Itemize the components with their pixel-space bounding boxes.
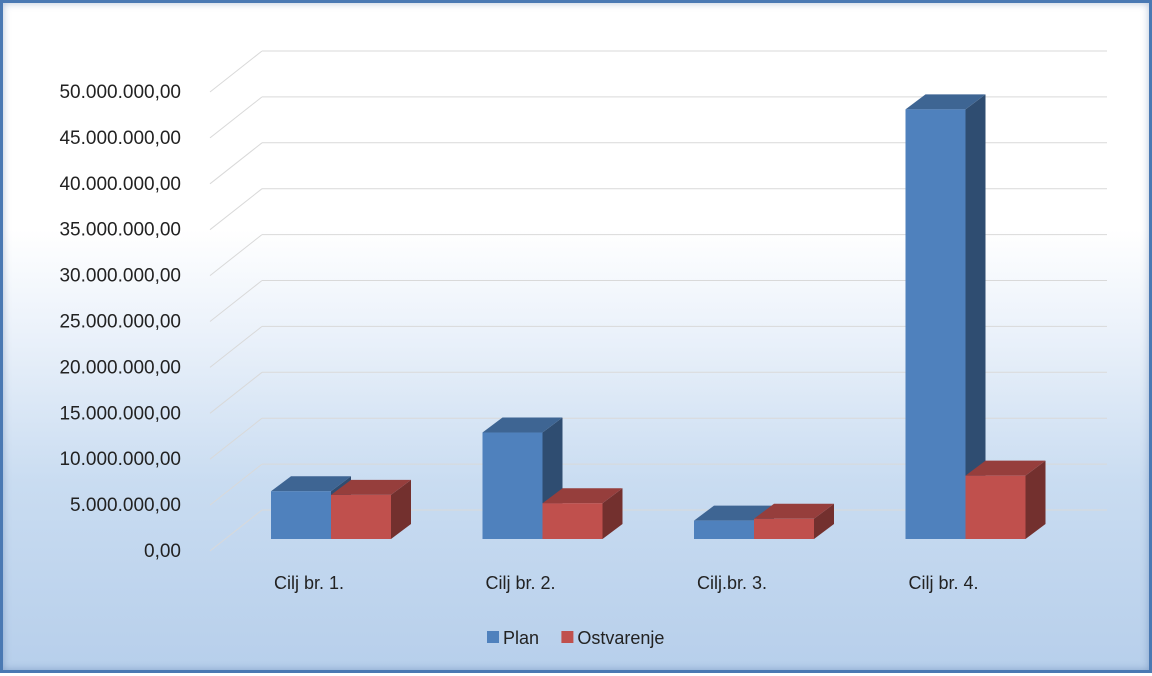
- gridline-diagonal: [209, 234, 263, 276]
- y-tick-label: 20.000.000,00: [59, 357, 181, 378]
- gridline-diagonal: [209, 463, 263, 506]
- gridline-diagonal: [209, 96, 263, 139]
- y-tick-label: 25.000.000,00: [59, 312, 181, 333]
- bar-ostvarenje: [965, 460, 1046, 539]
- y-axis-ticks: 0,00 5.000.000,00 10.000.000,00 15.000.000,…: [59, 82, 181, 562]
- category-label: Cilj br. 2.: [485, 573, 555, 593]
- bar-ostvarenje: [754, 503, 834, 539]
- category-label: Cilj br. 1.: [274, 573, 344, 593]
- gridline-diagonal: [209, 371, 263, 414]
- bar-ostvarenje: [542, 488, 623, 539]
- y-tick-label: 10.000.000,00: [59, 449, 181, 470]
- legend-swatch: [487, 631, 499, 643]
- gridline-diagonal: [209, 280, 263, 322]
- category-label: Cilj.br. 3.: [697, 573, 767, 593]
- y-tick-label: 5.000.000,00: [70, 495, 181, 516]
- y-tick-label: 15.000.000,00: [59, 403, 181, 424]
- gridline-diagonal: [209, 509, 263, 552]
- bars: [271, 94, 1046, 539]
- y-tick-label: 0,00: [144, 541, 181, 562]
- y-tick-label: 50.000.000,00: [59, 82, 181, 103]
- y-tick-label: 30.000.000,00: [59, 266, 181, 287]
- gridline-diagonal: [209, 142, 263, 185]
- legend: Plan Ostvarenje: [487, 628, 664, 648]
- bar-plan: [905, 94, 986, 539]
- gridline-diagonal: [209, 326, 263, 368]
- bar-chart: 0,00 5.000.000,00 10.000.000,00 15.000.000,…: [59, 50, 1107, 648]
- y-tick-label: 35.000.000,00: [59, 220, 181, 241]
- gridline-diagonal: [209, 417, 263, 460]
- category-label: Cilj br. 4.: [908, 573, 978, 593]
- gridline-diagonal: [209, 50, 263, 93]
- y-tick-label: 45.000.000,00: [59, 128, 181, 149]
- legend-label: Ostvarenje: [577, 628, 664, 648]
- y-tick-label: 40.000.000,00: [59, 174, 181, 195]
- category-labels: Cilj br. 1. Cilj br. 2. Cilj.br. 3. Cilj br…: [274, 573, 979, 593]
- legend-label: Plan: [503, 628, 539, 648]
- bar-ostvarenje: [331, 479, 411, 539]
- legend-swatch: [561, 631, 574, 643]
- gridline-diagonal: [209, 188, 263, 231]
